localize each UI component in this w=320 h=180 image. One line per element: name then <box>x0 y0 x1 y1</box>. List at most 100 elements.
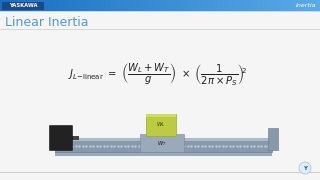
Bar <box>267 0 268 11</box>
Text: YASKAWA: YASKAWA <box>9 3 37 8</box>
Bar <box>154 0 155 11</box>
FancyBboxPatch shape <box>50 125 73 150</box>
Bar <box>261 0 262 11</box>
Bar <box>246 0 247 11</box>
Bar <box>67 0 68 11</box>
Bar <box>278 0 279 11</box>
Bar <box>291 0 292 11</box>
Circle shape <box>299 162 311 174</box>
FancyBboxPatch shape <box>140 134 184 152</box>
Bar <box>58 0 59 11</box>
Bar <box>258 0 259 11</box>
Bar <box>184 0 185 11</box>
Bar <box>57 0 58 11</box>
Bar <box>115 0 116 11</box>
Bar <box>169 0 170 11</box>
Bar <box>2 0 3 11</box>
Bar <box>227 0 228 11</box>
Bar <box>49 0 50 11</box>
Bar <box>212 0 213 11</box>
Bar <box>30 0 31 11</box>
Bar <box>176 0 177 11</box>
Bar <box>56 0 57 11</box>
Bar <box>303 0 304 11</box>
Bar <box>8 0 9 11</box>
Bar <box>312 0 313 11</box>
Bar <box>104 0 105 11</box>
Bar <box>18 0 19 11</box>
Bar <box>182 0 183 11</box>
Bar <box>101 0 102 11</box>
Bar <box>24 0 25 11</box>
Bar <box>237 0 238 11</box>
Bar <box>301 0 302 11</box>
Bar <box>264 0 265 11</box>
Bar <box>94 0 95 11</box>
Bar <box>74 0 75 11</box>
Bar <box>148 0 149 11</box>
Bar <box>16 0 17 11</box>
Bar <box>313 0 314 11</box>
Bar <box>48 0 49 11</box>
Bar <box>213 0 214 11</box>
Text: $W_L$: $W_L$ <box>156 121 166 129</box>
Bar <box>288 0 289 11</box>
Bar <box>5 0 6 11</box>
Bar <box>203 0 204 11</box>
Bar <box>190 0 191 11</box>
Bar <box>179 0 180 11</box>
Bar <box>120 0 121 11</box>
Bar <box>15 0 16 11</box>
Bar <box>240 0 241 11</box>
Bar <box>113 0 114 11</box>
Bar <box>36 0 37 11</box>
Bar <box>302 0 303 11</box>
Bar <box>106 0 107 11</box>
Bar <box>84 0 85 11</box>
Bar <box>207 0 208 11</box>
Bar <box>152 0 153 11</box>
Bar <box>91 0 92 11</box>
Bar <box>68 0 69 11</box>
Bar <box>239 0 240 11</box>
Bar <box>157 0 158 11</box>
Bar <box>249 0 250 11</box>
Bar <box>221 0 222 11</box>
Bar <box>131 0 132 11</box>
Bar <box>63 0 64 11</box>
Bar <box>55 0 56 11</box>
Bar <box>1 0 2 11</box>
Bar <box>230 0 231 11</box>
Bar <box>37 0 38 11</box>
Bar <box>234 0 235 11</box>
Bar <box>122 0 123 11</box>
Bar <box>160 0 161 11</box>
Bar <box>209 0 210 11</box>
Bar <box>186 0 187 11</box>
Bar <box>265 0 266 11</box>
Bar <box>22 0 23 11</box>
Bar <box>257 0 258 11</box>
Bar <box>163 0 164 11</box>
Bar <box>29 0 30 11</box>
Bar <box>233 0 234 11</box>
Bar <box>52 0 53 11</box>
Bar <box>238 0 239 11</box>
Bar <box>105 0 106 11</box>
Bar <box>43 0 44 11</box>
Bar <box>256 0 257 11</box>
Bar <box>196 0 197 11</box>
Bar <box>92 0 93 11</box>
Bar <box>183 0 184 11</box>
Bar <box>166 0 167 11</box>
Bar <box>252 0 253 11</box>
Bar <box>177 0 178 11</box>
Bar <box>73 0 74 11</box>
Bar <box>204 0 205 11</box>
Bar <box>300 0 301 11</box>
Bar <box>295 0 296 11</box>
Bar <box>162 0 163 11</box>
Bar <box>99 0 100 11</box>
Bar <box>180 0 181 11</box>
Bar <box>35 0 36 11</box>
